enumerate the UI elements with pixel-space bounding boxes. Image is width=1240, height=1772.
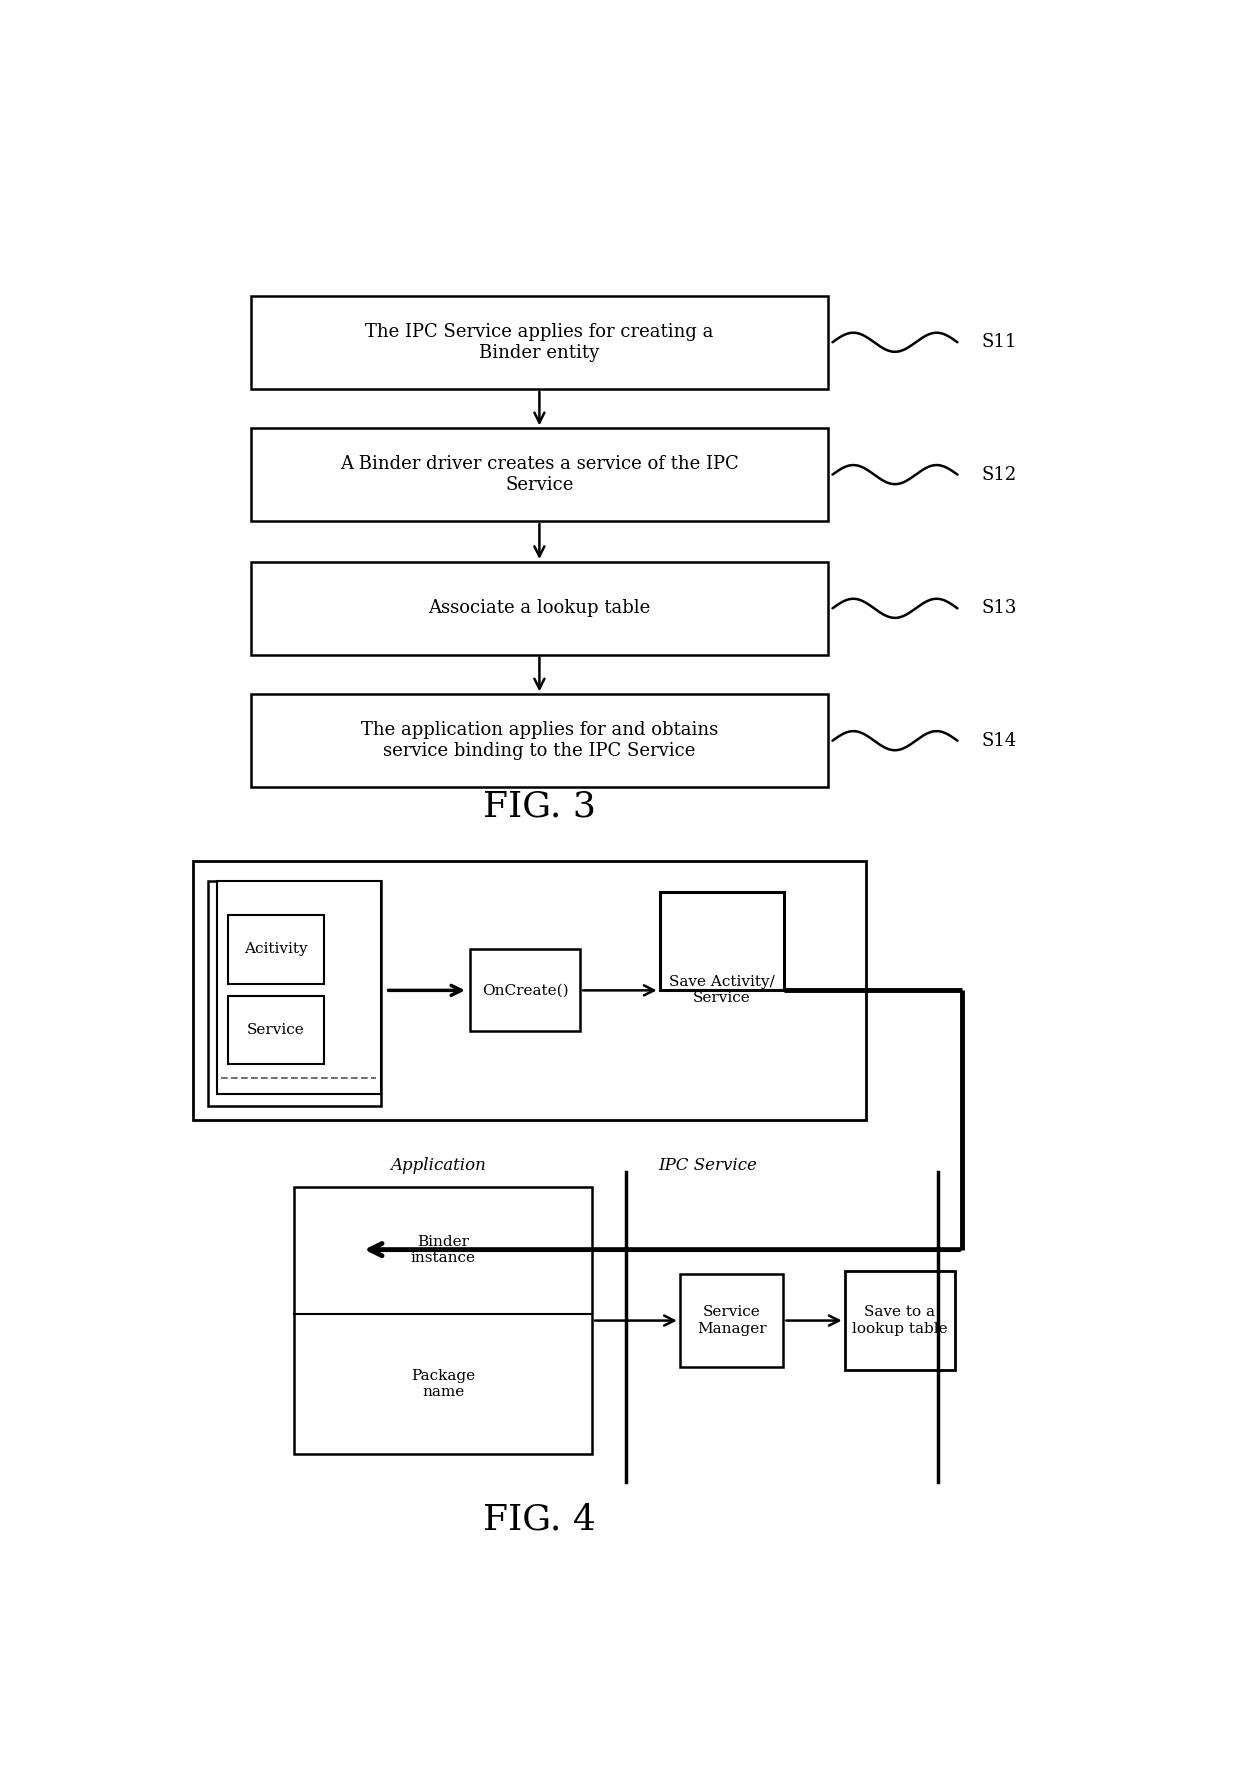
Text: S13: S13 [982,599,1017,617]
Text: S12: S12 [982,466,1017,484]
Text: S14: S14 [982,732,1017,750]
FancyBboxPatch shape [294,1187,593,1455]
FancyBboxPatch shape [250,562,828,654]
Text: Save to a
lookup table: Save to a lookup table [852,1306,947,1336]
FancyBboxPatch shape [217,881,381,1093]
FancyBboxPatch shape [193,861,866,1120]
Text: Application: Application [391,1157,486,1173]
FancyBboxPatch shape [250,296,828,388]
FancyBboxPatch shape [250,695,828,787]
FancyBboxPatch shape [250,429,828,521]
Text: The IPC Service applies for creating a
Binder entity: The IPC Service applies for creating a B… [366,323,713,361]
Text: Associate a lookup table: Associate a lookup table [428,599,651,617]
Text: A Binder driver creates a service of the IPC
Service: A Binder driver creates a service of the… [340,455,739,494]
Text: Acitivity: Acitivity [244,943,308,957]
Text: IPC Service: IPC Service [658,1157,756,1173]
FancyBboxPatch shape [470,950,580,1031]
Text: S11: S11 [982,333,1017,351]
Text: FIG. 3: FIG. 3 [482,789,596,824]
Text: The application applies for and obtains
service binding to the IPC Service: The application applies for and obtains … [361,721,718,760]
FancyBboxPatch shape [208,881,381,1106]
Text: OnCreate(): OnCreate() [481,983,568,998]
FancyBboxPatch shape [660,891,785,991]
FancyBboxPatch shape [680,1274,784,1366]
Text: Service: Service [247,1022,305,1037]
FancyBboxPatch shape [844,1272,955,1370]
Text: Binder
instance: Binder instance [410,1235,476,1265]
Text: Service
Manager: Service Manager [697,1306,766,1336]
Text: Package
name: Package name [412,1370,475,1400]
FancyBboxPatch shape [228,996,324,1063]
Text: Save Activity/
Service: Save Activity/ Service [670,975,775,1005]
FancyBboxPatch shape [228,916,324,983]
Text: FIG. 4: FIG. 4 [482,1503,596,1536]
